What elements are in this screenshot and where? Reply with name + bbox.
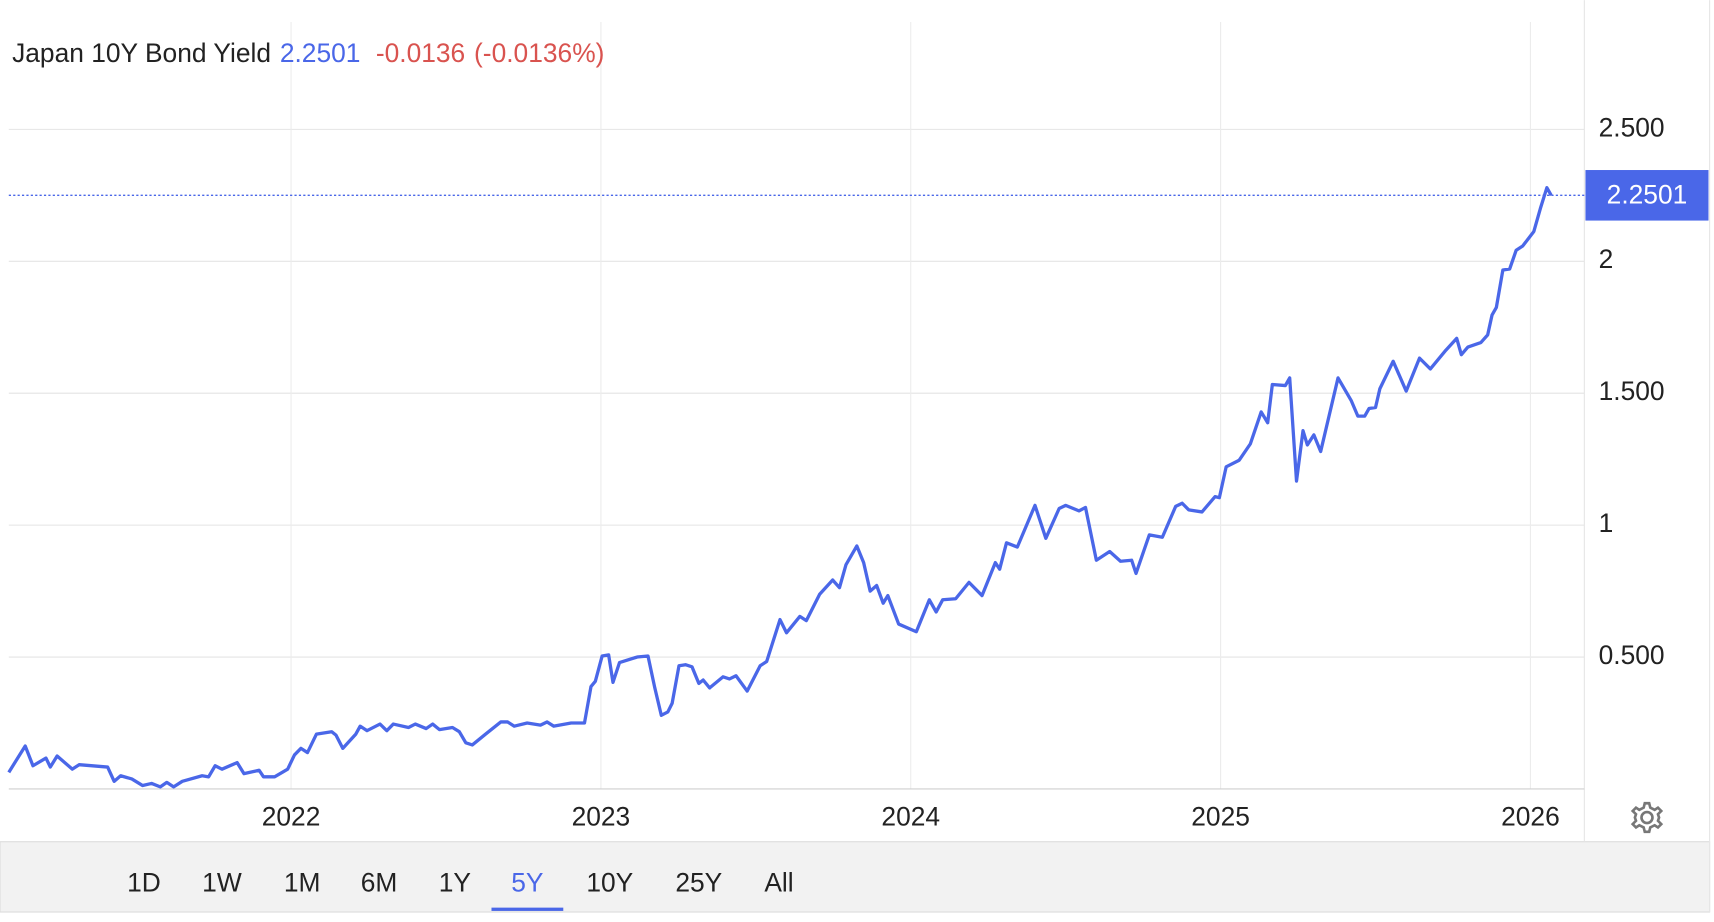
- range-button[interactable]: 5Y: [511, 868, 543, 898]
- x-tick-label: 2025: [1191, 802, 1250, 832]
- change-percent: (-0.0136%): [474, 38, 604, 68]
- settings-icon[interactable]: [1630, 801, 1664, 834]
- y-tick-label: 1: [1599, 508, 1614, 538]
- y-tick-label: 2.500: [1599, 112, 1665, 142]
- selected-underline: [491, 907, 564, 911]
- y-tick-label: 1.500: [1599, 376, 1665, 406]
- chart-title: Japan 10Y Bond Yield: [12, 38, 271, 68]
- range-button[interactable]: 1M: [284, 868, 321, 898]
- range-button[interactable]: 10Y: [586, 868, 633, 898]
- toolbar: [0, 841, 1711, 913]
- x-tick-label: 2024: [881, 802, 940, 832]
- range-button[interactable]: All: [764, 868, 793, 898]
- range-button[interactable]: 1W: [202, 868, 242, 898]
- range-button[interactable]: 25Y: [675, 868, 722, 898]
- range-buttons: 1D 1W 1M 6M 1Y 5Y 10Y 25Y All: [127, 868, 794, 911]
- change: -0.0136: [376, 38, 465, 68]
- x-tick-label: 2023: [572, 802, 631, 832]
- range-button[interactable]: 1D: [127, 868, 161, 898]
- price-tag: [1585, 170, 1709, 221]
- range-button[interactable]: 6M: [361, 868, 398, 898]
- y-tick-label: 0.500: [1599, 640, 1665, 670]
- marks: 2.2501: [7, 170, 1709, 789]
- chart-header: Japan 10Y Bond Yield 2.2501 -0.0136 (-0.013…: [12, 38, 604, 68]
- x-tick-label: 2026: [1501, 802, 1560, 832]
- y-tick-label: 2: [1599, 244, 1614, 274]
- range-button[interactable]: 1Y: [439, 868, 471, 898]
- x-tick-label: 2022: [262, 802, 321, 832]
- grid: [8, 22, 1585, 789]
- line-series: [7, 186, 1553, 789]
- price-tag-label: 2.2501: [1607, 179, 1688, 209]
- last-value: 2.2501: [280, 38, 361, 68]
